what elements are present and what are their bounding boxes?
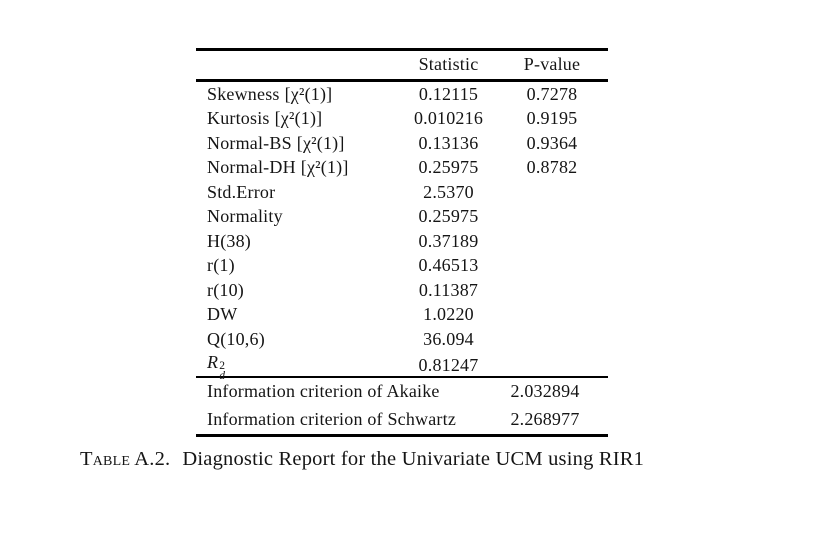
- table-rule-below-header: [196, 79, 608, 82]
- row-label: Skewness [χ²(1)]: [207, 83, 333, 104]
- table-row: Normal-DH [χ²(1)] 0.25975 0.8782: [196, 156, 608, 181]
- diagnostic-table: Statistic P-value Skewness [χ²(1)] 0.1211…: [196, 48, 608, 437]
- footer-label: Information criterion of Schwartz: [207, 409, 457, 429]
- row-label: Q(10,6): [207, 328, 265, 349]
- statistic-value: 1.0220: [423, 304, 474, 325]
- table-row: Std.Error 2.5370: [196, 180, 608, 205]
- row-label: Normal-BS [χ²(1)]: [207, 132, 345, 153]
- p-value-cell: 0.8782: [526, 157, 578, 178]
- statistic-value: 0.12115: [418, 83, 479, 104]
- row-label: Normal-DH [χ²(1)]: [207, 157, 349, 178]
- p-value-cell: 0.7278: [526, 83, 578, 104]
- r-squared-subscript: d: [219, 369, 226, 382]
- row-label: H(38): [207, 230, 251, 251]
- statistic-value: 0.37189: [418, 230, 479, 251]
- table-rule-bottom: [196, 433, 608, 437]
- table-row: Normality 0.25975: [196, 205, 608, 230]
- chi-square-notation: [χ²(1)]: [296, 132, 345, 153]
- table-body: Skewness [χ²(1)] 0.12115 0.7278 Kurtosis[…: [196, 82, 608, 382]
- statistic-value: 0.46513: [418, 255, 479, 276]
- table-row: r(1) 0.46513: [196, 254, 608, 279]
- statistic-value: 0.81247: [418, 355, 479, 375]
- p-value-cell: 0.9364: [526, 132, 578, 153]
- row-label: DW: [207, 304, 238, 325]
- table-row: Skewness [χ²(1)] 0.12115 0.7278: [196, 82, 608, 107]
- table-footer: Information criterion of Akaike 2.032894…: [196, 378, 608, 434]
- table-row: Q(10,6) 36.094: [196, 327, 608, 352]
- footer-value: 2.032894: [510, 381, 580, 401]
- statistic-value: 0.11387: [418, 279, 479, 300]
- statistic-value: 0.25975: [418, 157, 479, 178]
- table-row: DW 1.0220: [196, 303, 608, 328]
- r-squared-superscript: 2: [219, 359, 226, 372]
- chi-square-notation: [χ²(1)]: [274, 108, 323, 129]
- p-value-cell: 0.9195: [526, 108, 578, 129]
- statistic-value: 2.5370: [423, 181, 474, 202]
- table-header-row: Statistic P-value: [196, 51, 608, 80]
- caption-text: Diagnostic Report for the Univariate UCM…: [182, 448, 645, 470]
- table-row: H(38) 0.37189: [196, 229, 608, 254]
- footer-row: Information criterion of Akaike 2.032894: [196, 378, 608, 406]
- table-caption: Table A.2. Diagnostic Report for the Univ…: [80, 448, 644, 471]
- table-row: Kurtosis [χ²(1)] 0.010216 0.9195: [196, 107, 608, 132]
- footer-value: 2.268977: [510, 409, 580, 429]
- row-label: r(10): [207, 279, 244, 300]
- column-header-statistic: Statistic: [418, 54, 479, 75]
- chi-square-notation: [χ²(1)]: [284, 83, 333, 104]
- table-rule-above-footer: [196, 376, 608, 378]
- chi-square-notation: [χ²(1)]: [300, 157, 349, 178]
- footer-row: Information criterion of Schwartz 2.2689…: [196, 406, 608, 434]
- r-squared-symbol: R: [207, 351, 219, 372]
- statistic-value: 0.13136: [418, 132, 479, 153]
- row-label: Kurtosis [χ²(1)]: [207, 108, 323, 129]
- table-rule-top: [196, 48, 608, 51]
- statistic-value: 0.25975: [418, 206, 479, 227]
- footer-label: Information criterion of Akaike: [207, 381, 440, 401]
- row-label: r(1): [207, 255, 235, 276]
- caption-label: Table A.2.: [80, 448, 171, 470]
- statistic-value: 36.094: [423, 328, 474, 349]
- row-label: Std.Error: [207, 181, 276, 202]
- row-label: Normality: [207, 206, 283, 227]
- column-header-pvalue: P-value: [523, 54, 581, 75]
- table-row: r(10) 0.11387: [196, 278, 608, 303]
- table-row: Normal-BS [χ²(1)] 0.13136 0.9364: [196, 131, 608, 156]
- statistic-value: 0.010216: [413, 108, 484, 129]
